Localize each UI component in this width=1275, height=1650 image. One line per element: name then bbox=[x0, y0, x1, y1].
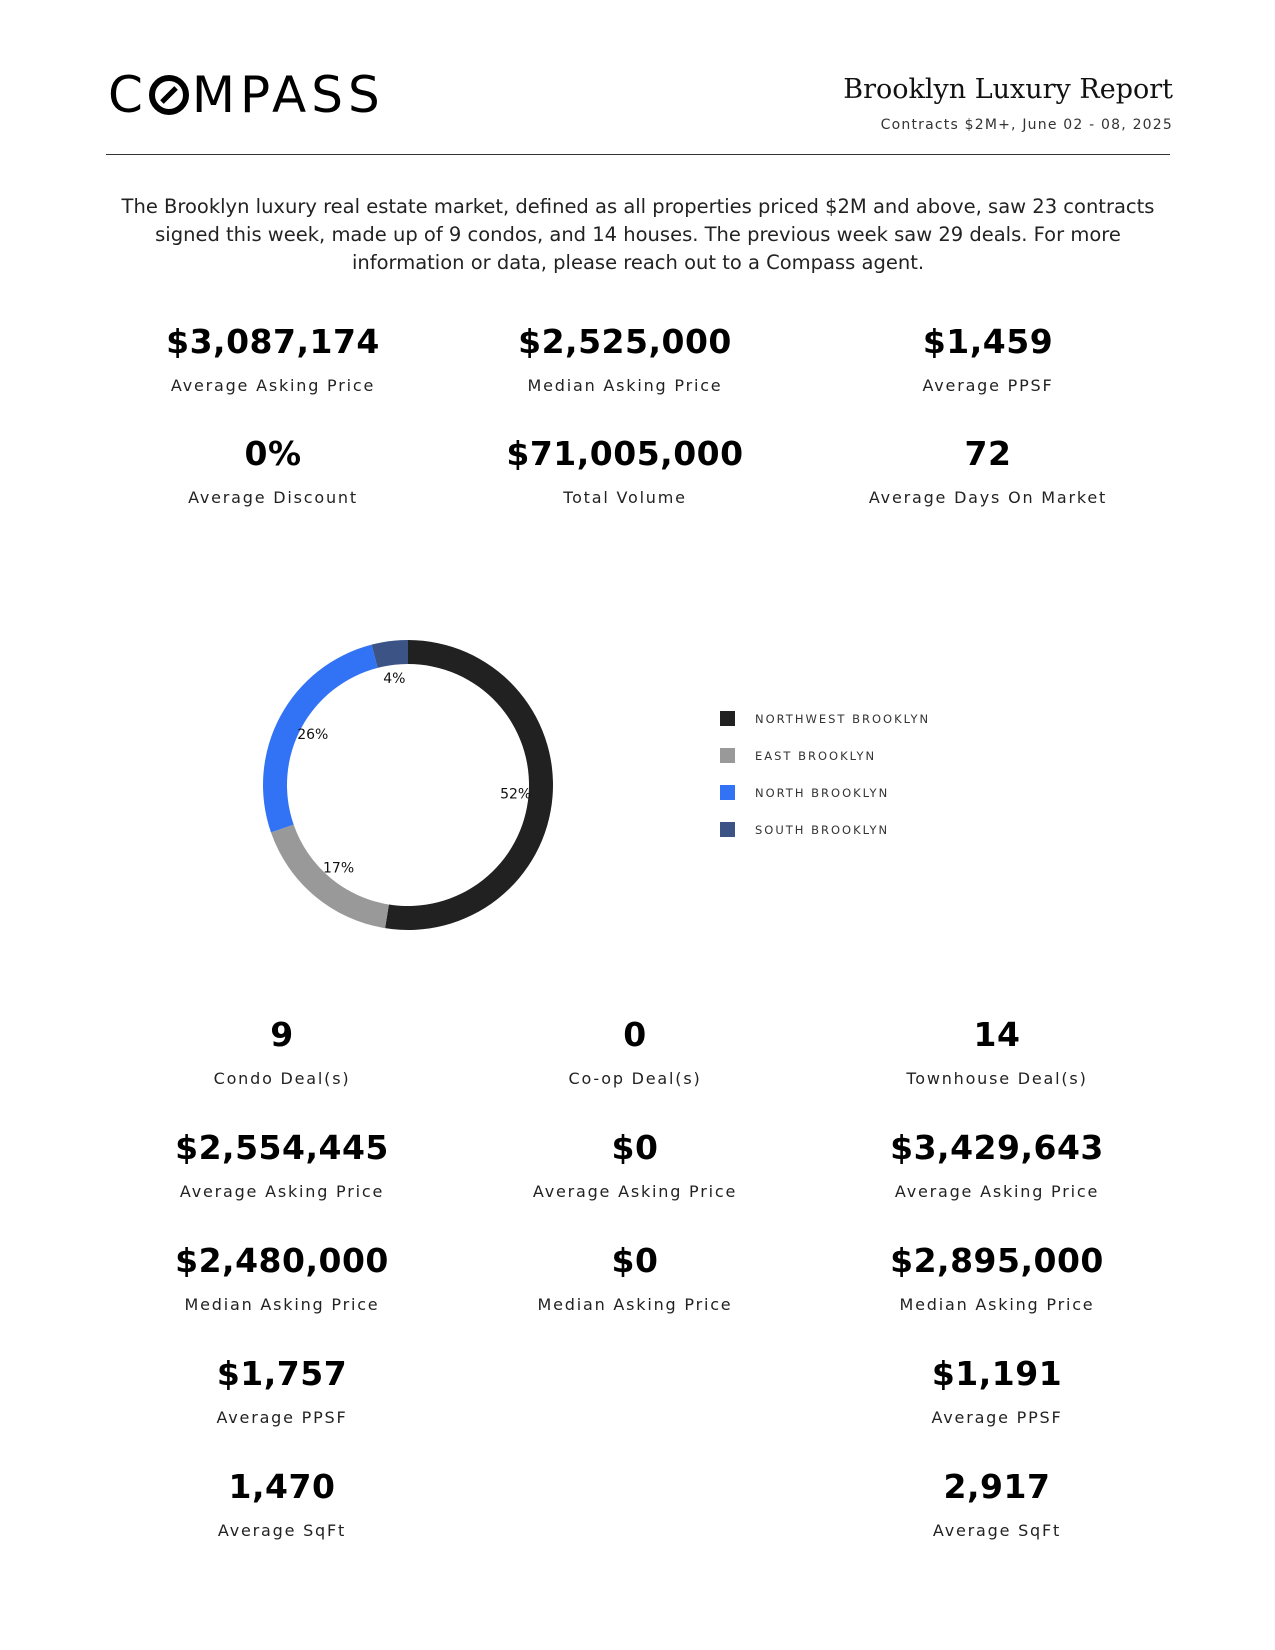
stat-total-volume: $71,005,000 Total Volume bbox=[455, 437, 795, 506]
legend-swatch bbox=[720, 785, 735, 800]
stat-condo-average-sqft: 1,470 Average SqFt bbox=[112, 1470, 452, 1539]
legend-label: EAST BROOKLYN bbox=[755, 748, 877, 763]
legend-item-northwest-brooklyn: NORTHWEST BROOKLYN bbox=[720, 700, 930, 737]
legend-label: SOUTH BROOKLYN bbox=[755, 822, 890, 837]
stat-value: $2,554,445 bbox=[175, 1128, 389, 1167]
stat-condo-average-asking-price: $2,554,445 Average Asking Price bbox=[112, 1131, 452, 1200]
stat-townhouse-average-asking-price: $3,429,643 Average Asking Price bbox=[827, 1131, 1167, 1200]
legend-item-south-brooklyn: SOUTH BROOKLYN bbox=[720, 811, 930, 848]
header-divider bbox=[106, 154, 1170, 155]
stat-townhouse-median-asking-price: $2,895,000 Median Asking Price bbox=[827, 1244, 1167, 1313]
stat-coop-deals: 0 Co-op Deal(s) bbox=[465, 1018, 805, 1087]
stat-value: 72 bbox=[964, 434, 1012, 473]
stat-label: Average Asking Price bbox=[532, 1182, 738, 1201]
legend-label: NORTH BROOKLYN bbox=[755, 785, 890, 800]
stat-label: Average Asking Price bbox=[179, 1182, 385, 1201]
stat-label: Total Volume bbox=[563, 488, 687, 507]
stat-value: $3,429,643 bbox=[890, 1128, 1104, 1167]
donut-slice-south-brooklyn bbox=[371, 640, 408, 668]
intro-paragraph: The Brooklyn luxury real estate market, … bbox=[121, 195, 1155, 274]
stat-townhouse-deals: 14 Townhouse Deal(s) bbox=[827, 1018, 1167, 1087]
stat-label: Average PPSF bbox=[922, 376, 1054, 395]
donut-label-northwest-brooklyn: 52% bbox=[500, 787, 531, 803]
stat-label: Co-op Deal(s) bbox=[568, 1069, 702, 1088]
stat-value: 0% bbox=[244, 434, 302, 473]
legend-swatch bbox=[720, 822, 735, 837]
stat-label: Townhouse Deal(s) bbox=[906, 1069, 1088, 1088]
compass-logo: C MPASS bbox=[108, 66, 385, 124]
stat-label: Condo Deal(s) bbox=[213, 1069, 351, 1088]
stat-value: 0 bbox=[623, 1015, 647, 1054]
stat-value: 9 bbox=[270, 1015, 294, 1054]
stat-value: $3,087,174 bbox=[166, 322, 380, 361]
stat-average-discount: 0% Average Discount bbox=[103, 437, 443, 506]
stat-value: $1,459 bbox=[922, 322, 1054, 361]
report-title: Brooklyn Luxury Report bbox=[843, 74, 1173, 105]
stat-value: 1,470 bbox=[228, 1467, 336, 1506]
stat-value: $2,895,000 bbox=[890, 1241, 1104, 1280]
stat-label: Average Asking Price bbox=[170, 376, 376, 395]
stat-townhouse-average-sqft: 2,917 Average SqFt bbox=[827, 1470, 1167, 1539]
stat-label: Average Discount bbox=[188, 488, 358, 507]
legend-item-east-brooklyn: EAST BROOKLYN bbox=[720, 737, 930, 774]
stat-label: Median Asking Price bbox=[527, 376, 723, 395]
stat-label: Average SqFt bbox=[932, 1521, 1062, 1540]
stat-coop-average-asking-price: $0 Average Asking Price bbox=[465, 1131, 805, 1200]
stat-median-asking-price: $2,525,000 Median Asking Price bbox=[455, 325, 795, 394]
stat-value: 14 bbox=[973, 1015, 1021, 1054]
stat-label: Average PPSF bbox=[931, 1408, 1063, 1427]
stat-value: $2,480,000 bbox=[175, 1241, 389, 1280]
donut-slice-north-brooklyn bbox=[263, 644, 378, 833]
stat-label: Average Asking Price bbox=[894, 1182, 1100, 1201]
donut-label-north-brooklyn: 26% bbox=[297, 727, 328, 743]
region-donut-chart: 52% 17% 26% 4% bbox=[263, 640, 553, 930]
stat-value: $71,005,000 bbox=[506, 434, 744, 473]
report-subtitle: Contracts $2M+, June 02 - 08, 2025 bbox=[880, 117, 1173, 133]
legend-item-north-brooklyn: NORTH BROOKLYN bbox=[720, 774, 930, 811]
stat-townhouse-average-ppsf: $1,191 Average PPSF bbox=[827, 1357, 1167, 1426]
stat-coop-median-asking-price: $0 Median Asking Price bbox=[465, 1244, 805, 1313]
donut-label-south-brooklyn: 4% bbox=[383, 671, 405, 687]
stat-value: 2,917 bbox=[943, 1467, 1051, 1506]
stat-condo-deals: 9 Condo Deal(s) bbox=[112, 1018, 452, 1087]
stat-average-asking-price: $3,087,174 Average Asking Price bbox=[103, 325, 443, 394]
stat-label: Median Asking Price bbox=[537, 1295, 733, 1314]
stat-value: $0 bbox=[611, 1128, 659, 1167]
legend-swatch bbox=[720, 748, 735, 763]
chart-legend: NORTHWEST BROOKLYN EAST BROOKLYN NORTH BRO… bbox=[720, 700, 930, 848]
stat-average-ppsf: $1,459 Average PPSF bbox=[818, 325, 1158, 394]
stat-value: $0 bbox=[611, 1241, 659, 1280]
stat-label: Average SqFt bbox=[217, 1521, 347, 1540]
stat-value: $1,191 bbox=[931, 1354, 1063, 1393]
stat-condo-average-ppsf: $1,757 Average PPSF bbox=[112, 1357, 452, 1426]
compass-logo-o-icon bbox=[148, 75, 189, 115]
stat-label: Median Asking Price bbox=[899, 1295, 1095, 1314]
donut-slice-east-brooklyn bbox=[270, 824, 389, 929]
stat-condo-median-asking-price: $2,480,000 Median Asking Price bbox=[112, 1244, 452, 1313]
stat-value: $1,757 bbox=[216, 1354, 348, 1393]
donut-slice-northwest-brooklyn bbox=[385, 640, 553, 930]
legend-label: NORTHWEST BROOKLYN bbox=[755, 711, 931, 726]
stat-label: Median Asking Price bbox=[184, 1295, 380, 1314]
donut-label-east-brooklyn: 17% bbox=[323, 861, 354, 877]
stat-average-days-on-market: 72 Average Days On Market bbox=[818, 437, 1158, 506]
stat-label: Average PPSF bbox=[216, 1408, 348, 1427]
legend-swatch bbox=[720, 711, 735, 726]
stat-label: Average Days On Market bbox=[868, 488, 1108, 507]
stat-value: $2,525,000 bbox=[518, 322, 732, 361]
